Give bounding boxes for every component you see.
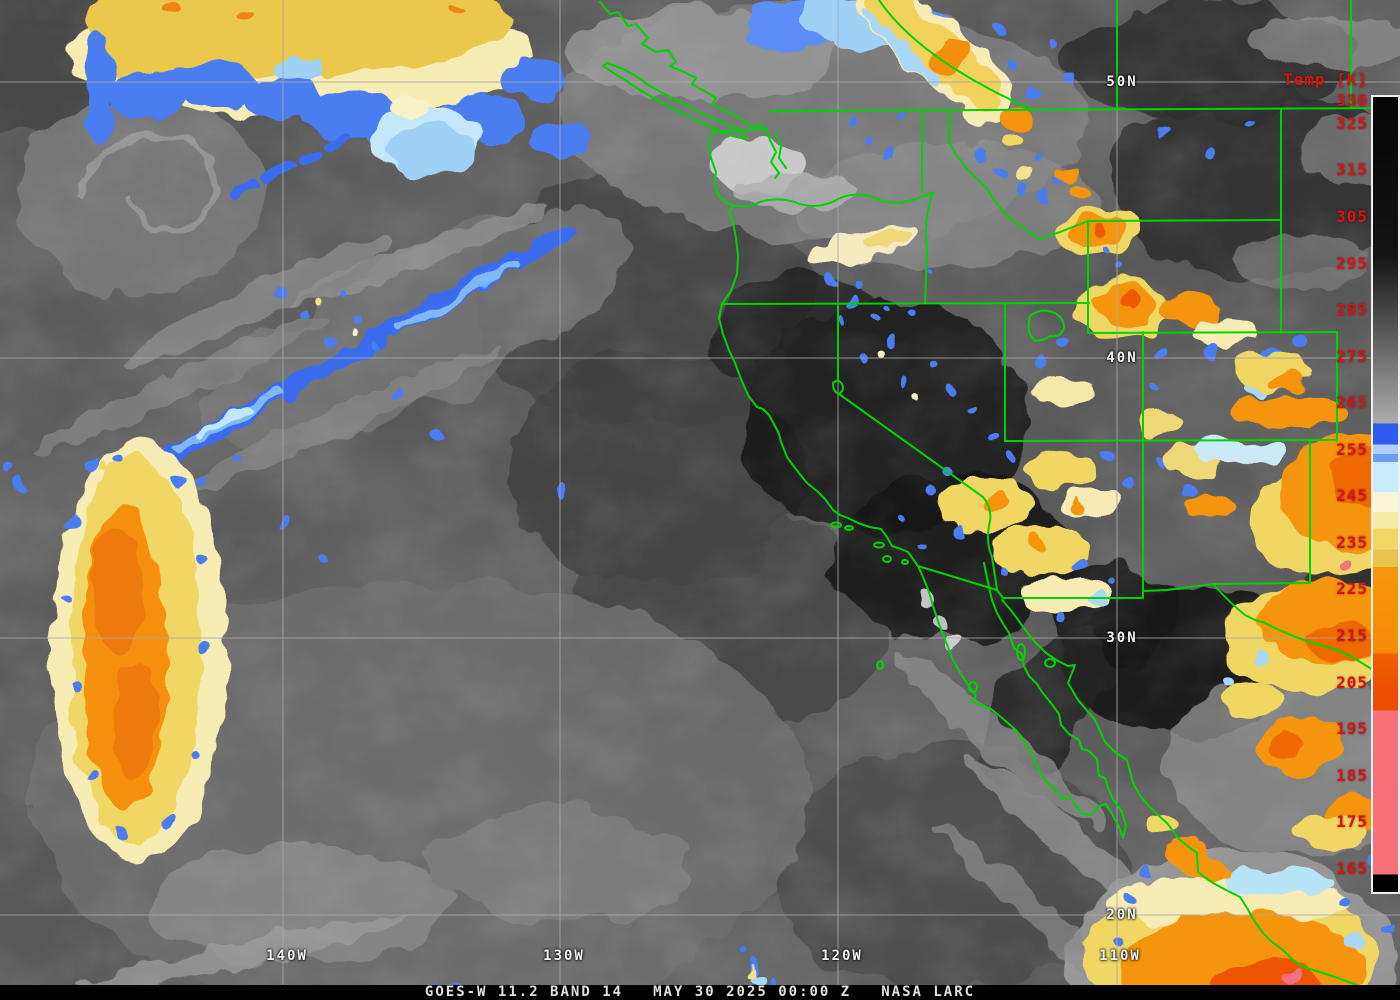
data-source: NASA LARC [881,984,976,1000]
coastline-bc [599,1,767,131]
temp-tick-label: 205 [1336,672,1368,692]
temp-tick-label: 245 [1336,486,1368,506]
temp-tick-label: 295 [1336,253,1368,273]
temperature-colorbar [1371,95,1400,894]
coastline-west [708,132,1127,839]
temp-tick-label: 265 [1336,393,1368,413]
border-or-id [924,191,934,304]
temp-tick-label: 215 [1336,625,1368,645]
border-wa-or [726,191,934,208]
border-bc-ab [878,0,1034,111]
temp-tick-label: 175 [1336,812,1368,832]
longitude-label: 140W [266,948,308,964]
timestamp: MAY 30 2025 00:00 Z [653,984,852,1000]
temp-tick-label: 330 [1336,90,1368,110]
caption-bar: GOES-W 11.2 BAND 14 MAY 30 2025 00:00 Z … [0,985,1400,1000]
temp-tick-label: 275 [1336,346,1368,366]
border-37n [1004,439,1338,442]
temp-tick-label: 165 [1336,858,1368,878]
map-boundaries [599,0,1399,985]
temp-tick-label: 325 [1336,113,1368,133]
latitude-label: 40N [1106,350,1138,366]
coastline-mexico [1001,599,1358,985]
temp-tick-label: 195 [1336,719,1368,739]
temp-tick-label: 225 [1336,579,1368,599]
longitude-label: 130W [543,948,585,964]
border-id-mt [948,109,1089,240]
puget-sound [712,128,787,179]
temp-tick-label: 305 [1336,207,1368,227]
latitude-label: 50N [1106,74,1138,90]
latitude-label: 20N [1106,907,1138,923]
temp-tick-label: 235 [1336,532,1368,552]
great-salt-lake [1027,309,1065,342]
border-42n [721,302,1090,305]
border-ca-nv [837,302,998,590]
colorbar-title: Temp [K] [1282,70,1368,89]
temp-tick-label: 185 [1336,765,1368,785]
border-nm-tx [1212,582,1311,585]
islands [830,521,1056,693]
latitude-label: 30N [1106,630,1138,646]
border-41n [1087,331,1338,334]
longitude-label: 110W [1099,948,1141,964]
product-name: GOES-W 11.2 BAND 14 [424,984,624,1000]
longitude-label: 120W [821,948,863,964]
enhanced-cloud-tops [5,0,1400,985]
border-us-canada [769,107,1399,112]
lake-tahoe [832,379,844,395]
temp-tick-label: 285 [1336,300,1368,320]
temp-tick-label: 315 [1336,160,1368,180]
vancouver-island [602,62,748,140]
temp-tick-label: 255 [1336,439,1368,459]
border-mt-wy [1087,219,1282,222]
